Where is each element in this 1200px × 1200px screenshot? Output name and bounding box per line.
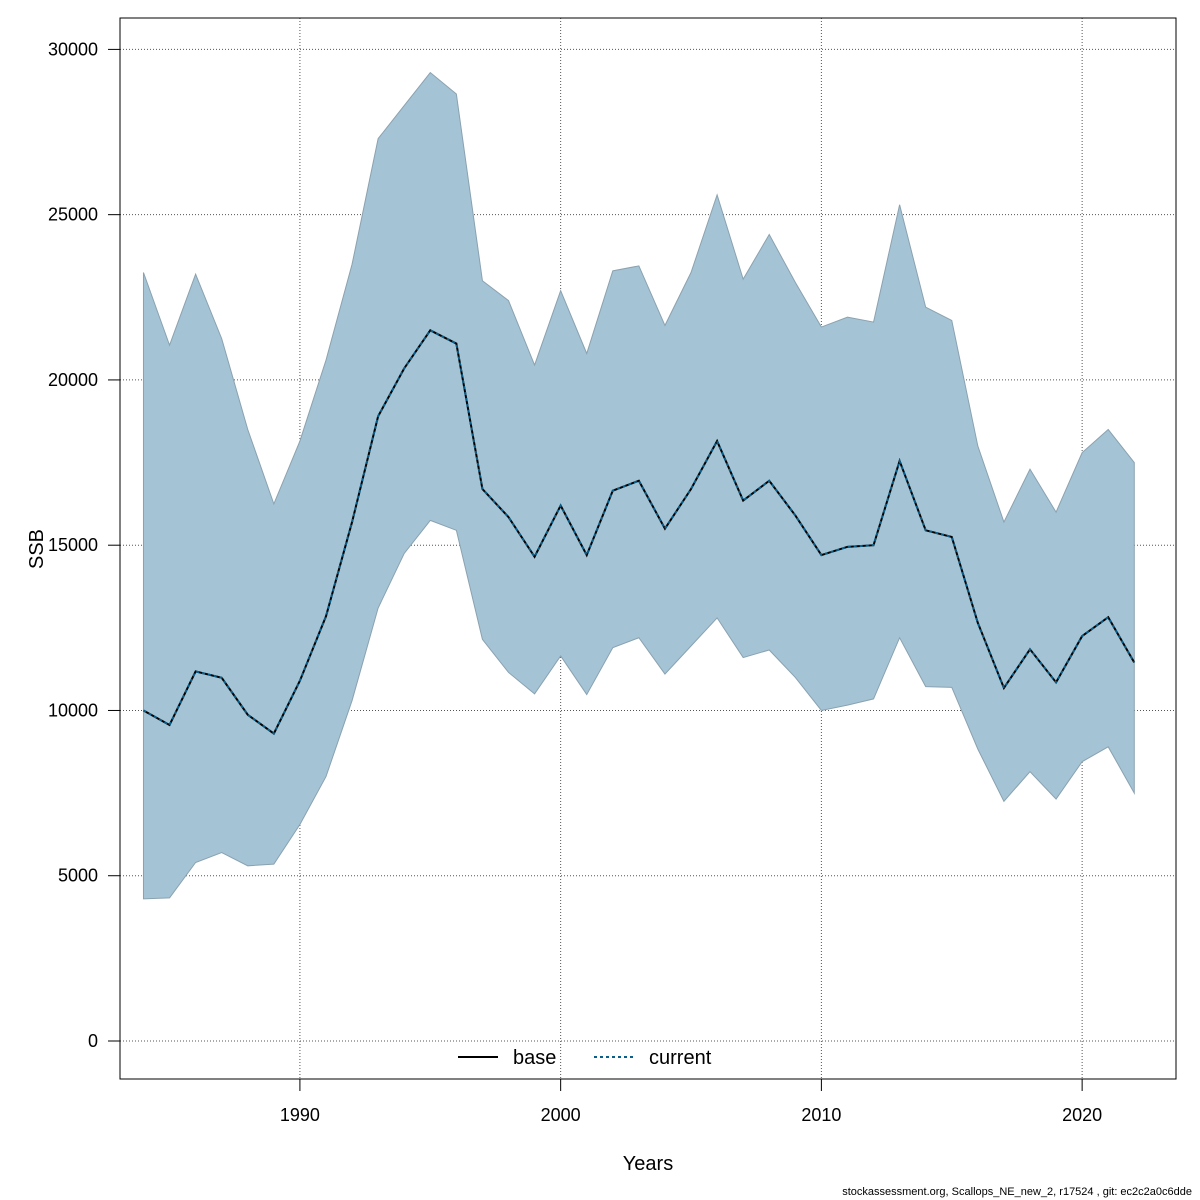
y-tick-label: 30000 — [48, 39, 98, 59]
legend: base current — [458, 1047, 712, 1069]
legend-label-base: base — [513, 1047, 556, 1069]
y-axis-title: SSB — [26, 529, 48, 569]
confidence-band-layer — [142, 71, 1135, 900]
y-tick-label: 20000 — [48, 370, 98, 390]
axes: 0 5000 10000 15000 20000 25000 30000 1990 2000 20… — [48, 39, 1102, 1125]
y-tick-label: 0 — [88, 1031, 98, 1051]
y-tick-label: 10000 — [48, 700, 98, 720]
series-line-base — [142, 329, 1136, 736]
y-tick-label: 15000 — [48, 535, 98, 555]
confidence-band — [142, 71, 1135, 900]
y-tick-label: 25000 — [48, 205, 98, 225]
series-lines — [142, 329, 1136, 736]
x-axis-title: Years — [623, 1153, 673, 1175]
x-tick-label: 2020 — [1062, 1105, 1102, 1125]
plot-frame — [119, 17, 1177, 1080]
x-tick-label: 1990 — [280, 1105, 320, 1125]
x-tick-label: 2010 — [801, 1105, 841, 1125]
y-tick-label: 5000 — [58, 866, 98, 886]
footer-note: stockassessment.org, Scallops_NE_new_2, … — [842, 1186, 1192, 1198]
x-tick-label: 2000 — [541, 1105, 581, 1125]
legend-label-current: current — [649, 1047, 712, 1069]
